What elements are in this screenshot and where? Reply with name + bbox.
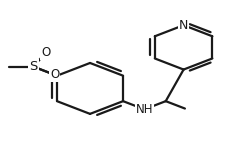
Text: S: S: [29, 60, 38, 73]
Text: O: O: [50, 68, 60, 81]
Text: N: N: [179, 19, 188, 32]
Text: NH: NH: [136, 103, 153, 116]
Text: O: O: [41, 46, 51, 59]
